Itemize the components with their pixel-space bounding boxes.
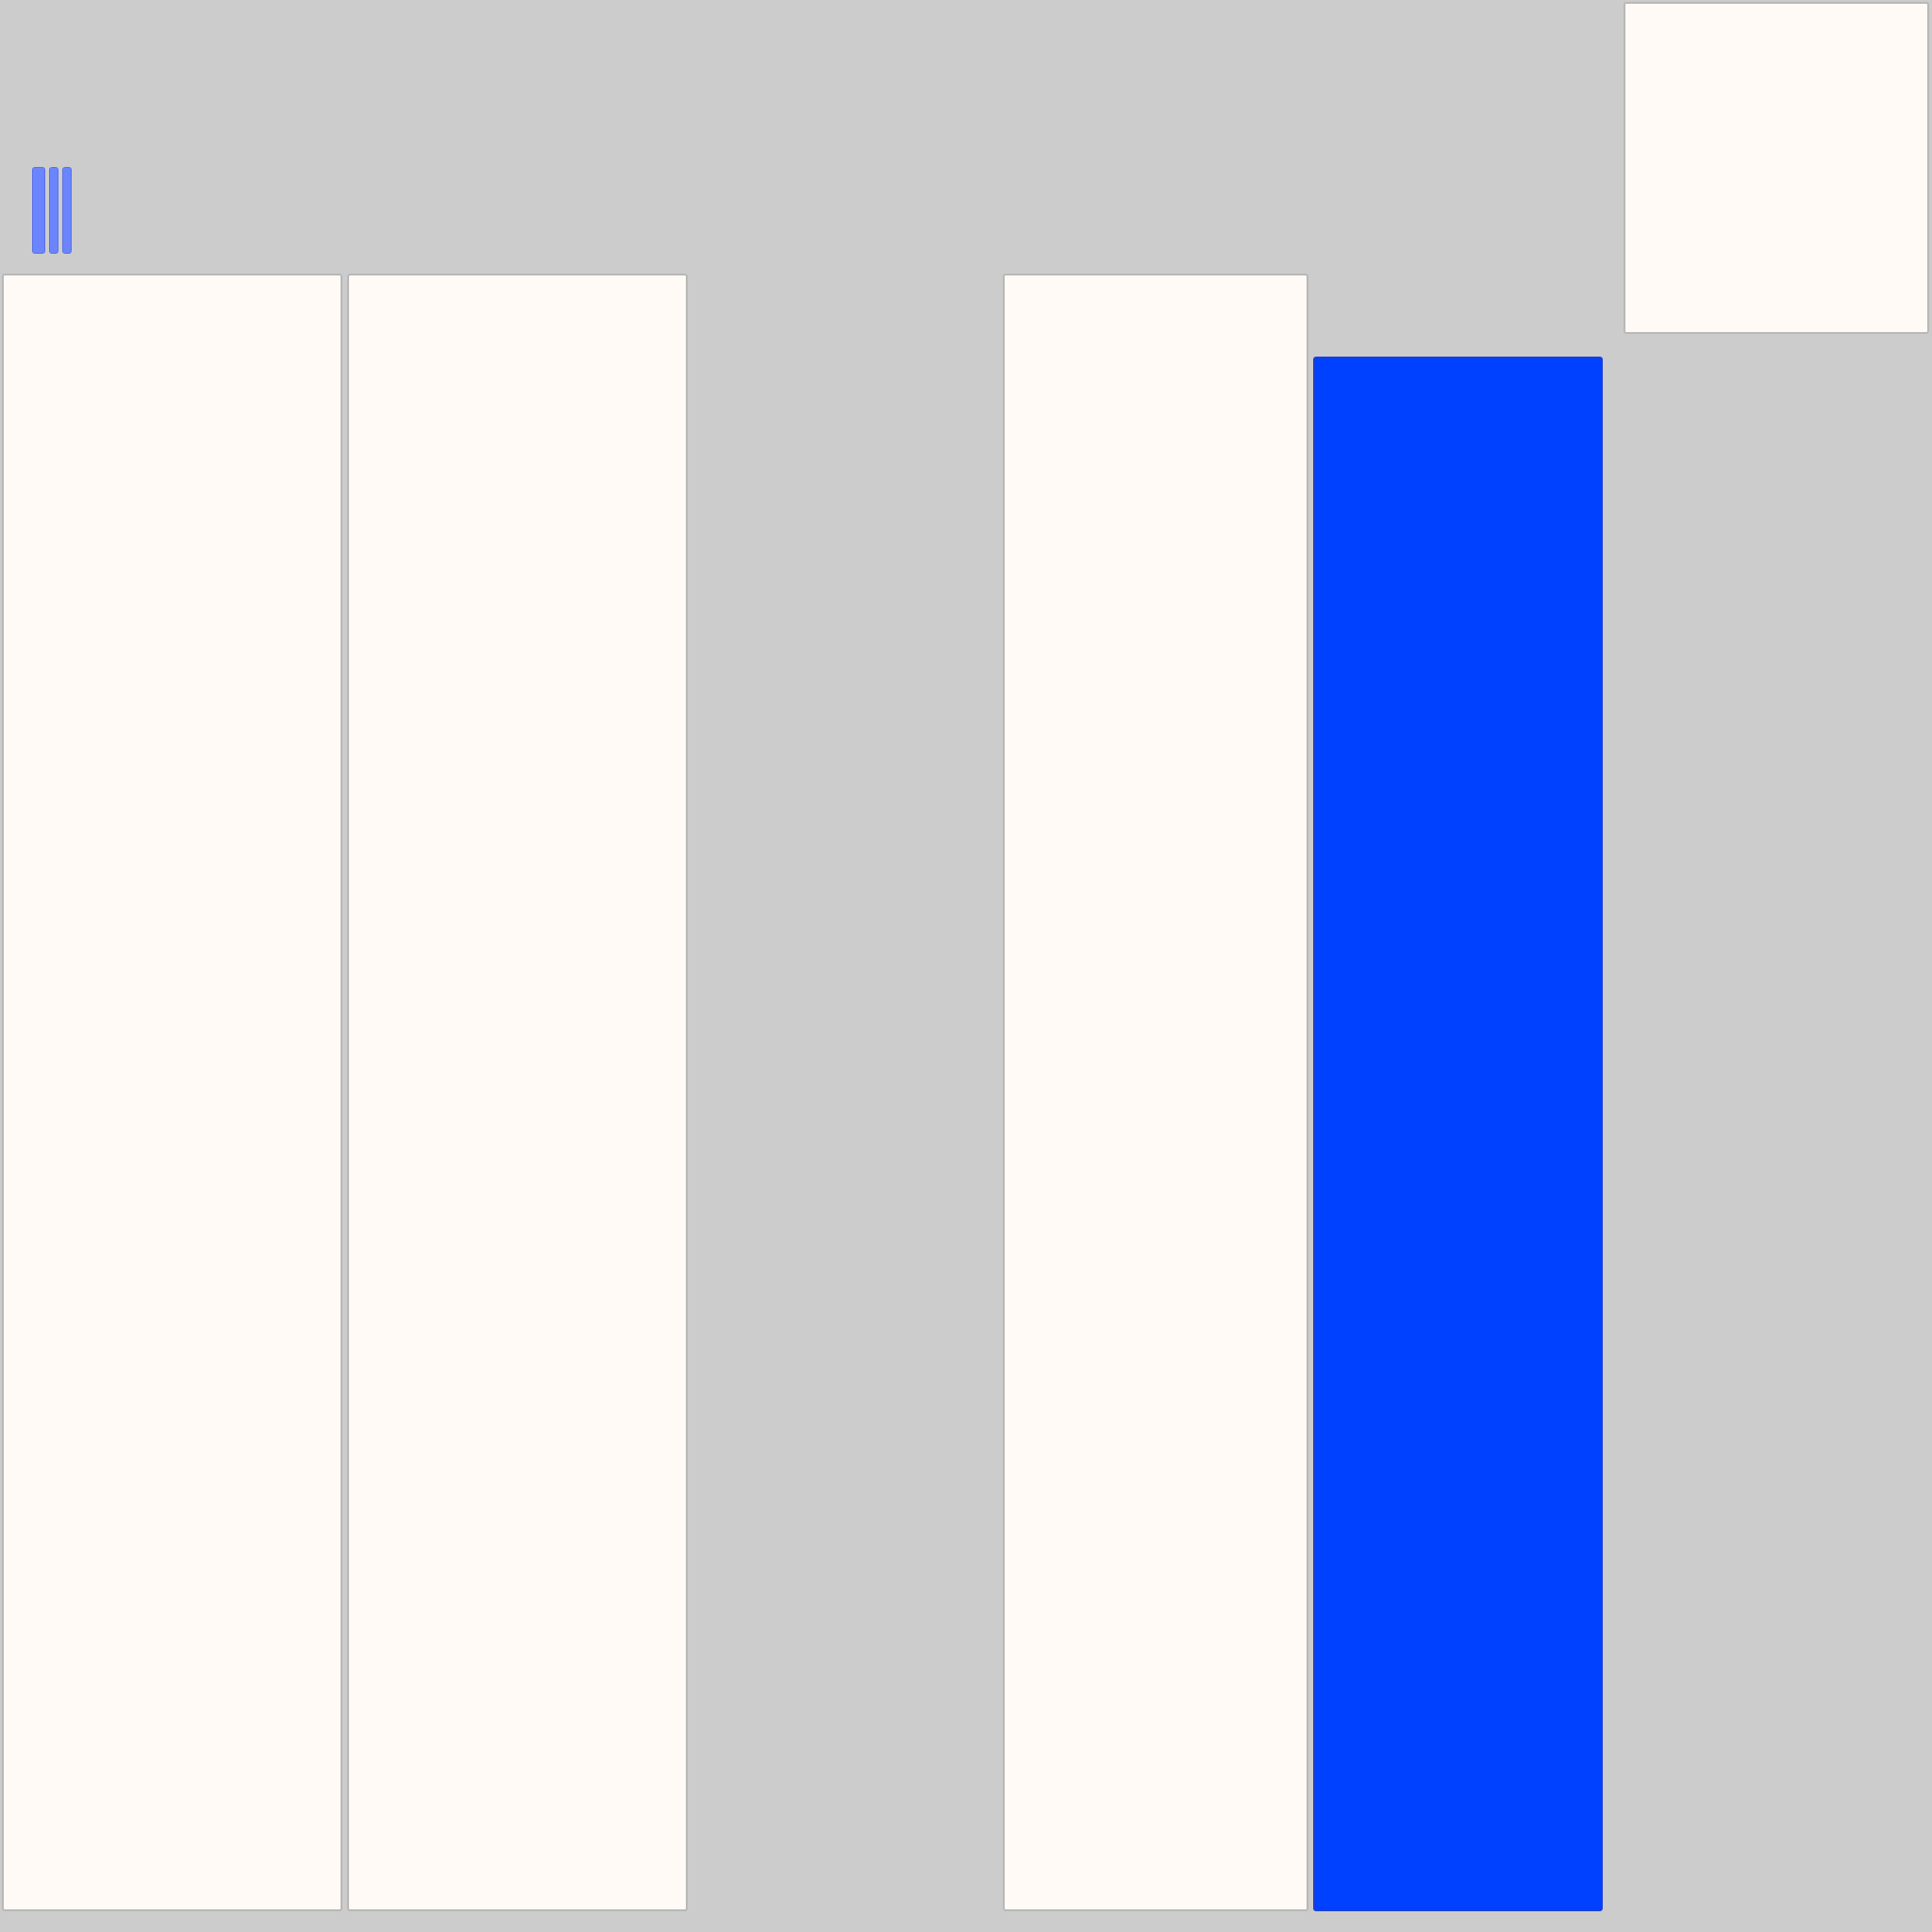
grip-handle-2-icon[interactable] — [49, 167, 58, 254]
panel-5[interactable] — [1624, 2, 1929, 334]
panel-2[interactable] — [347, 274, 688, 1911]
panel-4-selected[interactable] — [1313, 357, 1603, 1911]
panel-3[interactable] — [1003, 274, 1308, 1911]
panel-1[interactable] — [2, 274, 342, 1911]
grip-handle-1-icon[interactable] — [32, 167, 45, 254]
grip-handle-3-icon[interactable] — [62, 167, 72, 254]
